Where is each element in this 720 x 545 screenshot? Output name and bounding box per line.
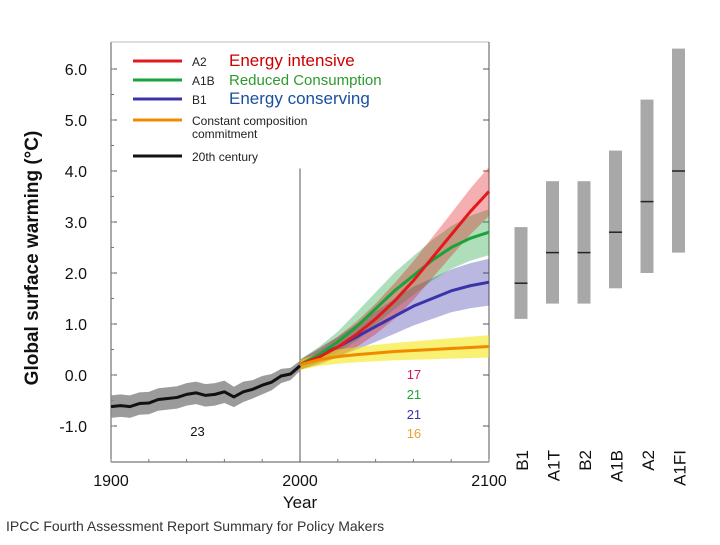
range-bar-label-A1T: A1T (545, 450, 564, 481)
range-bar-B1 (515, 227, 528, 319)
band-history (111, 361, 300, 418)
range-bar-A1T (546, 181, 559, 303)
y-tick-label: 4.0 (65, 164, 87, 181)
y-axis-title: Global surface warming (°C) (22, 131, 43, 386)
x-axis-title: Year (283, 493, 318, 512)
x-tick-label: 2000 (282, 473, 318, 490)
range-bar-label-A2: A2 (639, 450, 658, 471)
range-bar-A1B (609, 151, 622, 289)
y-tick-label: 2.0 (65, 266, 87, 283)
model-count-A1B: 21 (407, 387, 421, 402)
legend-label-B1: B1 (192, 93, 207, 107)
y-tick-label: 0.0 (65, 368, 87, 385)
range-bar-label-B1: B1 (513, 450, 532, 471)
range-bar-A2 (641, 100, 654, 273)
y-tick-label: 3.0 (65, 215, 87, 232)
legend-label-history: 20th century (192, 150, 258, 164)
model-count-A2: 17 (407, 367, 421, 382)
range-bar-label-A1FI: A1FI (671, 450, 690, 486)
footer-caption: IPCC Fourth Assessment Report Summary fo… (6, 518, 384, 534)
y-tick-label: 5.0 (65, 113, 87, 130)
legend-label-A2: A2 (192, 55, 207, 69)
legend-annotation-A2: Energy intensive (229, 51, 355, 70)
legend-label-commit: Constant composition (192, 114, 307, 128)
legend-label-A1B: A1B (192, 74, 215, 88)
range-bar-label-A1B: A1B (608, 450, 627, 482)
range-bar-A1FI (672, 49, 685, 253)
y-tick-label: 6.0 (65, 62, 87, 79)
range-bar-B2 (578, 181, 591, 303)
legend-label-commit: commitment (192, 127, 258, 141)
model-count-history: 23 (190, 424, 204, 439)
x-tick-label: 1900 (93, 473, 129, 490)
legend-annotation-A1B: Reduced Consumption (229, 72, 382, 89)
range-bar-label-B2: B2 (576, 450, 595, 471)
legend-annotation-B1: Energy conserving (229, 89, 370, 108)
y-tick-label: 1.0 (65, 317, 87, 334)
x-tick-label: 2100 (471, 473, 507, 490)
model-count-commit: 16 (407, 426, 421, 441)
y-tick-label: -1.0 (59, 419, 87, 436)
model-count-B1: 21 (407, 407, 421, 422)
